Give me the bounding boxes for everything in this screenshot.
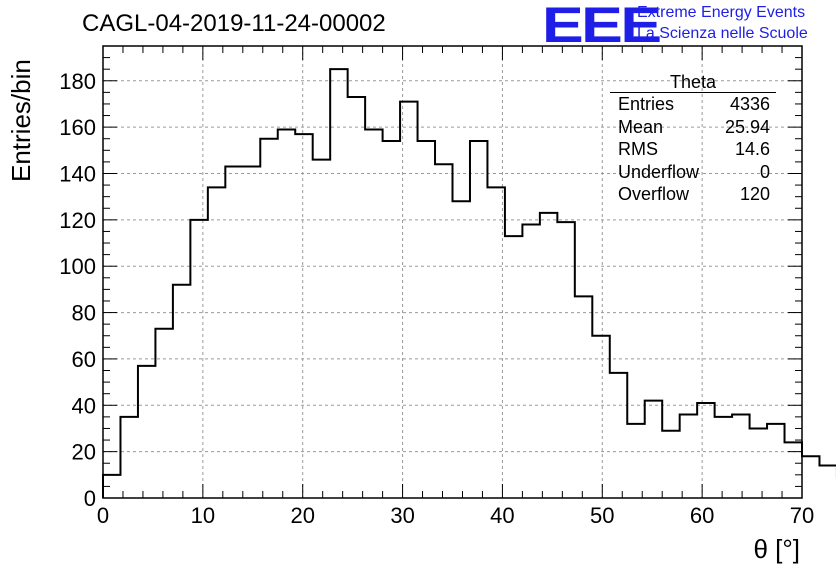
histogram-bin — [418, 141, 435, 498]
stats-row-entries: Entries 4336 — [610, 93, 776, 116]
histogram-bin — [470, 141, 487, 498]
x-tick-label: 10 — [191, 503, 215, 528]
histogram-bin — [819, 466, 836, 498]
y-tick-label: 60 — [72, 347, 96, 372]
histogram-bin — [487, 187, 504, 498]
histogram-bin — [260, 139, 277, 498]
stats-value: 14.6 — [734, 139, 770, 159]
histogram-bin — [278, 129, 295, 498]
histogram-bin — [697, 403, 714, 498]
histogram-bin — [592, 336, 609, 498]
stats-row-mean: Mean 25.94 — [610, 116, 776, 139]
histogram-bin — [365, 129, 382, 498]
histogram-bin — [330, 69, 347, 498]
y-axis-label: Entries/bin — [6, 59, 36, 182]
histogram-bin — [680, 415, 697, 498]
histogram-bin — [453, 201, 470, 498]
histogram-bin — [785, 442, 802, 498]
histogram-bin — [348, 97, 365, 498]
stats-row-overflow: Overflow 120 — [610, 183, 776, 206]
y-tick-label: 140 — [59, 161, 96, 186]
stats-label: Overflow — [618, 184, 690, 204]
x-axis-label: θ [°] — [753, 534, 800, 564]
histogram-bin — [802, 456, 819, 498]
histogram-bin — [400, 102, 417, 498]
histogram-series-theta — [102, 68, 836, 498]
histogram-bin — [575, 296, 592, 498]
histogram-bin — [225, 167, 242, 498]
histogram-bin — [155, 329, 172, 498]
histogram-bin — [662, 431, 679, 498]
stats-value: 120 — [739, 184, 770, 204]
histogram-bin — [313, 160, 330, 498]
histogram-bin — [505, 236, 522, 498]
x-tick-label: 0 — [97, 503, 109, 528]
histogram-bin — [645, 401, 662, 498]
histogram-bin — [173, 285, 190, 498]
stats-value: 0 — [759, 161, 770, 182]
histogram-bin — [383, 141, 400, 498]
histogram-bin — [750, 428, 767, 498]
stats-label: RMS — [618, 139, 658, 159]
histogram-bin — [208, 187, 225, 498]
x-tick-label: 20 — [290, 503, 314, 528]
x-tick-label: 60 — [690, 503, 714, 528]
y-tick-label: 180 — [59, 69, 96, 94]
stats-value: 25.94 — [724, 116, 770, 137]
y-tick-label: 0 — [84, 486, 96, 511]
stats-label: Mean — [618, 116, 664, 137]
stats-label: Underflow — [618, 161, 700, 182]
histogram-bin — [295, 134, 312, 498]
x-tick-label: 30 — [390, 503, 414, 528]
logo-text-line1: Extreme Energy Events — [637, 4, 806, 21]
x-tick-label: 40 — [490, 503, 514, 528]
histogram-bin — [732, 415, 749, 498]
histogram-bin — [557, 222, 574, 498]
histogram-bin — [627, 424, 644, 498]
eee-logo-mark: EEE — [542, 0, 662, 53]
histogram-bin — [190, 220, 207, 498]
histogram-bin — [138, 366, 155, 498]
histogram-bin — [120, 417, 137, 498]
stats-box: Theta Entries 4336 Mean 25.94 RMS 14.6 U… — [610, 72, 776, 206]
y-tick-label: 120 — [59, 208, 96, 233]
chart-title: CAGL-04-2019-11-24-00002 — [82, 10, 386, 37]
histogram-bin — [610, 373, 627, 498]
stats-title: Theta — [610, 72, 776, 93]
stats-label: Entries — [618, 94, 675, 114]
x-tick-label: 70 — [790, 503, 814, 528]
stats-value: 4336 — [729, 94, 770, 114]
y-tick-label: 100 — [59, 254, 96, 279]
logo-text-line2: La Scienza nelle Scuole — [637, 25, 808, 42]
y-tick-label: 40 — [72, 393, 96, 418]
plot-frame — [102, 45, 803, 499]
histogram-bin — [540, 213, 557, 498]
stats-row-rms: RMS 14.6 — [610, 138, 776, 161]
histogram-bin — [715, 417, 732, 498]
y-tick-label: 80 — [72, 301, 96, 326]
histogram-bin — [522, 224, 539, 498]
histogram-bin — [435, 164, 452, 498]
y-tick-label: 160 — [59, 115, 96, 140]
x-tick-label: 50 — [590, 503, 614, 528]
histogram-bin — [767, 424, 784, 498]
stats-row-underflow: Underflow 0 — [610, 161, 776, 184]
y-tick-label: 20 — [72, 440, 96, 465]
histogram-bin — [243, 167, 260, 498]
